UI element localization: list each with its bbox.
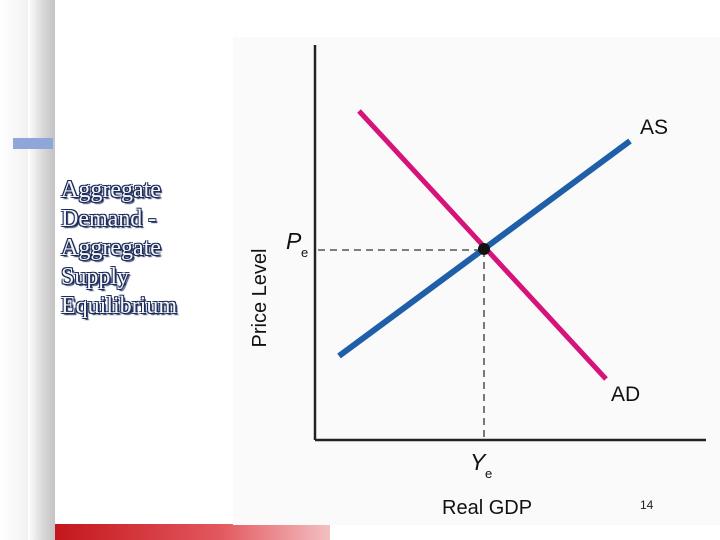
slide-title: Aggregate Demand - Aggregate Supply Equi…	[61, 177, 177, 319]
x-axis-label: Real GDP	[442, 497, 532, 519]
output-equilibrium-subscript: e	[485, 466, 492, 481]
output-equilibrium-label: Y	[470, 449, 487, 475]
equilibrium-point	[478, 243, 490, 255]
price-equilibrium-label: P	[286, 228, 302, 254]
side-decoration-outer	[0, 0, 28, 540]
ad-label: AD	[611, 383, 640, 406]
as-label: AS	[640, 116, 668, 139]
bottom-accent-bar	[55, 524, 330, 540]
side-decoration-bar	[28, 0, 55, 540]
y-axis-label: Price Level	[249, 249, 271, 348]
slide-number: 14	[640, 498, 654, 512]
accent-bar	[13, 138, 53, 149]
price-equilibrium-subscript: e	[301, 245, 308, 260]
